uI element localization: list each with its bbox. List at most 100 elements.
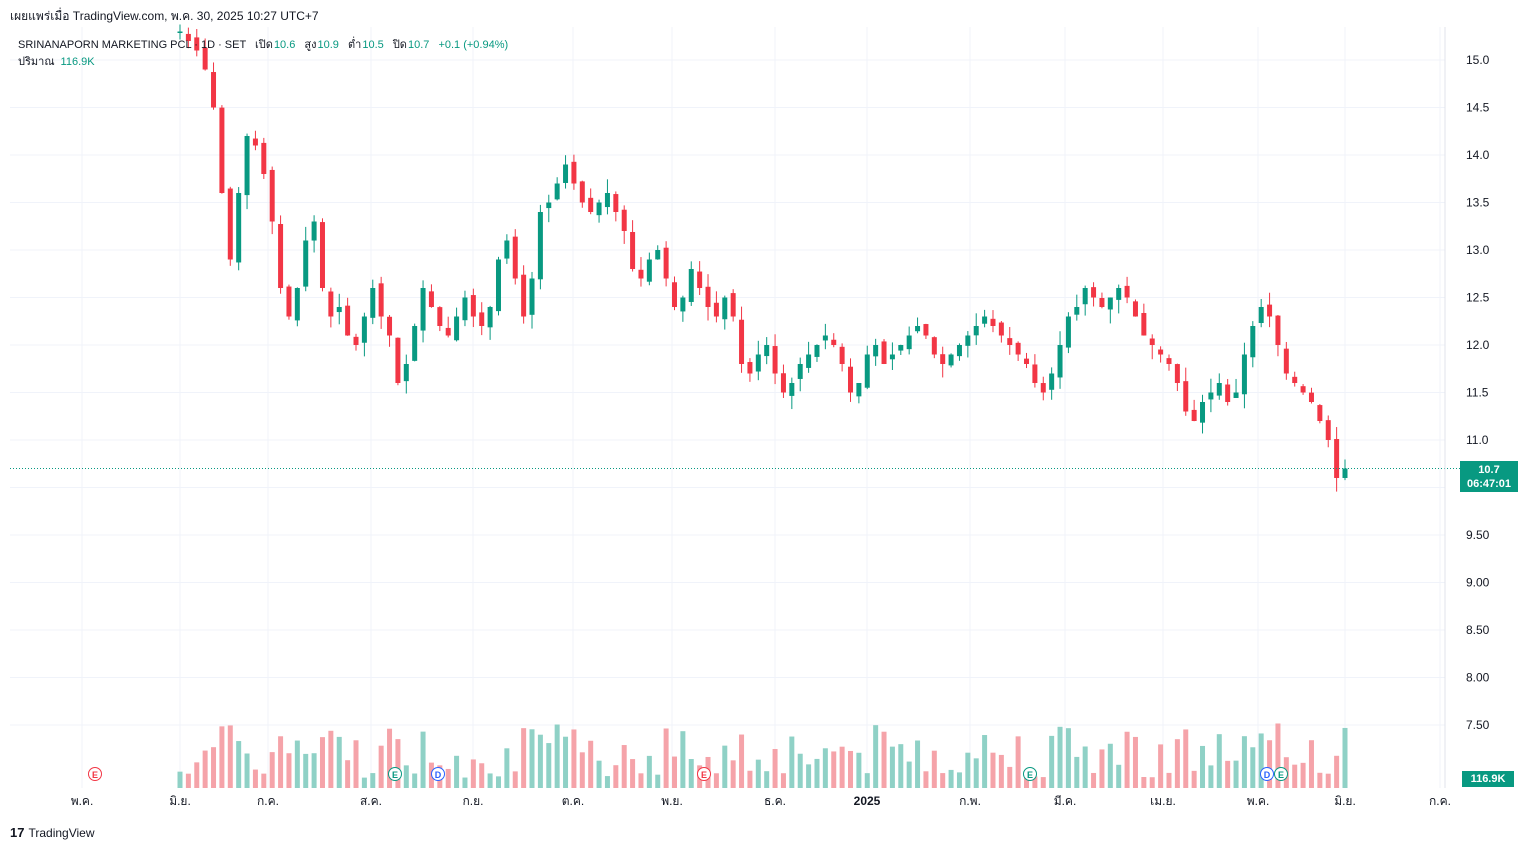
volume-label: ปริมาณ <box>18 56 55 68</box>
candle-body <box>822 335 828 341</box>
volume-bar <box>755 759 761 788</box>
candle-body <box>319 222 325 288</box>
dividend-marker-icon[interactable]: D <box>1260 767 1274 781</box>
earnings-marker-icon[interactable]: E <box>388 767 402 781</box>
candle-body <box>688 269 694 302</box>
x-tick-label: พ.ค. <box>1247 794 1270 808</box>
volume-bar <box>630 759 636 788</box>
price-chart[interactable]: 15.014.514.013.513.012.512.011.511.010.0… <box>0 0 1534 825</box>
volume-bar <box>1049 735 1055 788</box>
volume-bar <box>445 768 451 788</box>
volume-bar <box>923 771 929 788</box>
candle-body <box>982 316 988 324</box>
close-value: 10.7 <box>407 39 430 51</box>
volume-bar <box>1032 776 1038 788</box>
candle-body <box>1040 383 1046 393</box>
candle-body <box>1191 409 1197 421</box>
candle-body <box>537 212 543 280</box>
tradingview-logo[interactable]: 17 TradingView <box>10 825 95 840</box>
volume-bar <box>219 726 225 788</box>
volume-bar <box>286 753 292 788</box>
volume-bar <box>353 740 359 788</box>
volume-bar <box>1158 744 1164 788</box>
volume-bar <box>236 741 242 788</box>
volume-bar <box>671 756 677 788</box>
earnings-marker-icon[interactable]: E <box>1274 767 1288 781</box>
earnings-marker-icon[interactable]: E <box>697 767 711 781</box>
volume-bar <box>1099 749 1105 788</box>
time-axis: พ.ค. มิ.ย. ก.ค. ส.ค. ก.ย. ต.ค. พ.ย. ธ.ค. 2025 ก.พ… <box>71 794 1451 808</box>
y-tick-label: 12.5 <box>1466 291 1490 305</box>
candle-body <box>370 288 376 318</box>
volume-bars <box>177 723 1348 788</box>
volume-bar <box>470 759 476 788</box>
volume-bar <box>621 745 627 788</box>
candle-body <box>588 197 594 212</box>
candle-body <box>227 188 233 260</box>
candle-body <box>194 37 200 51</box>
volume-bar <box>252 769 258 788</box>
candle-body <box>495 259 501 312</box>
volume-bar <box>504 748 510 788</box>
volume-bar <box>420 731 426 788</box>
volume-bar <box>1065 728 1071 788</box>
volume-bar <box>1116 764 1122 788</box>
volume-bar <box>806 764 812 788</box>
volume-bar <box>1275 723 1281 788</box>
candle-body <box>361 316 367 343</box>
candle-body <box>1308 392 1314 402</box>
candle-body <box>462 297 468 321</box>
volume-bar <box>303 753 309 788</box>
volume-bar <box>1267 740 1273 788</box>
published-note: เผยแพร่เมื่อ TradingView.com, พ.ค. 30, 2… <box>10 9 319 23</box>
volume-bar <box>1082 746 1088 788</box>
candle-body <box>873 345 879 357</box>
volume-bar <box>412 773 418 788</box>
earnings-marker-icon[interactable]: E <box>88 767 102 781</box>
volume-bar <box>789 736 795 788</box>
volume-bar <box>1007 766 1013 788</box>
candle-body <box>739 319 745 364</box>
candle-body <box>1091 287 1097 298</box>
volume-bar <box>1091 772 1097 788</box>
candle-body <box>345 305 351 336</box>
candle-body <box>311 221 317 241</box>
earnings-marker-icon[interactable]: E <box>1023 767 1037 781</box>
candle-body <box>772 346 778 374</box>
y-tick-label: 7.50 <box>1466 718 1490 732</box>
volume-bar <box>822 748 828 788</box>
volume-bar <box>546 743 552 788</box>
volume-bar <box>328 730 334 788</box>
volume-bar <box>370 773 376 788</box>
y-tick-label: 13.0 <box>1466 243 1490 257</box>
volume-bar <box>1174 739 1180 788</box>
dividend-marker-icon[interactable]: D <box>431 767 445 781</box>
volume-bar <box>512 771 518 788</box>
candle-body <box>1132 301 1138 317</box>
candle-body <box>1208 392 1214 400</box>
candle-body <box>1116 288 1122 300</box>
candle-body <box>1024 358 1030 364</box>
candle-body <box>202 47 208 70</box>
candle-body <box>713 302 719 317</box>
candle-body <box>219 107 225 193</box>
candle-body <box>881 341 887 364</box>
volume-bar <box>604 776 610 788</box>
candle-body <box>596 202 602 216</box>
candle-body <box>965 335 971 346</box>
candle-body <box>1032 364 1038 383</box>
candle-body <box>747 362 753 374</box>
volume-bar <box>1191 770 1197 788</box>
volume-bar <box>211 747 217 788</box>
volume-bar <box>898 744 904 788</box>
candle-body <box>546 202 552 209</box>
volume-bar <box>680 731 686 788</box>
candle-body <box>831 339 837 345</box>
candle-body <box>722 297 728 320</box>
candle-body <box>680 297 686 312</box>
volume-bar <box>1132 736 1138 788</box>
volume-bar <box>1292 764 1298 788</box>
volume-bar <box>915 740 921 788</box>
y-tick-label: 12.0 <box>1466 338 1490 352</box>
y-tick-label: 15.0 <box>1466 53 1490 67</box>
